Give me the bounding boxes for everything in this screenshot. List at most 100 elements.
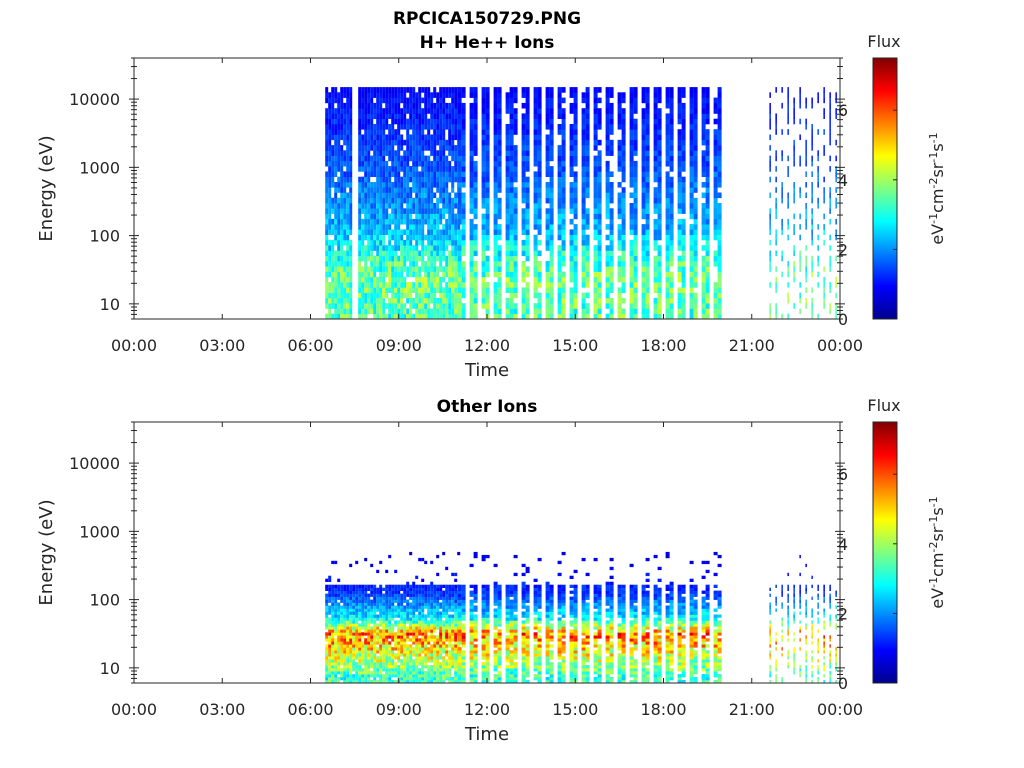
flux-cell: [533, 224, 538, 230]
flux-cell: [445, 118, 449, 125]
flux-cell: [473, 171, 478, 177]
flux-cell: [337, 139, 341, 146]
flux-cell: [493, 255, 498, 262]
flux-cell: [439, 192, 443, 199]
flux-cell: [406, 590, 410, 594]
flux-cell: [325, 650, 329, 654]
flux-cell: [645, 113, 650, 119]
flux-cell: [689, 203, 694, 209]
flux-cell: [334, 644, 338, 648]
flux-cell: [391, 611, 395, 615]
flux-cell: [367, 145, 371, 151]
flux-cell: [388, 287, 392, 293]
flux-cell: [382, 313, 386, 320]
flux-cell: [343, 617, 347, 621]
flux-cell: [334, 596, 338, 600]
flux-cell: [340, 617, 344, 621]
flux-cell: [415, 118, 419, 125]
flux-cell: [334, 650, 338, 654]
flux-cell: [641, 197, 646, 204]
flux-cell: [334, 166, 338, 172]
flux-cell: [331, 638, 335, 642]
flux-cell: [633, 313, 638, 320]
flux-cell: [705, 92, 710, 98]
flux-cell: [629, 203, 634, 209]
flux-cell: [337, 145, 341, 151]
flux-cell: [835, 176, 837, 183]
flux-cell: [497, 282, 502, 288]
flux-cell: [388, 124, 392, 130]
flux-cell: [346, 266, 350, 272]
flux-cell: [645, 239, 650, 246]
flux-cell: [385, 160, 389, 167]
flux-cell: [415, 213, 419, 220]
flux-cell: [379, 629, 383, 633]
flux-cell: [485, 261, 490, 267]
flux-cell: [513, 245, 518, 251]
flux-cell: [376, 97, 380, 104]
flux-cell: [397, 605, 401, 609]
flux-cell: [493, 297, 498, 304]
flux-cell: [385, 587, 389, 591]
flux-cell: [561, 245, 566, 251]
flux-cell: [561, 182, 566, 188]
flux-cell: [461, 292, 466, 299]
flux-cell: [533, 145, 538, 151]
flux-cell: [385, 617, 389, 621]
flux-cell: [585, 134, 590, 141]
flux-cell: [334, 224, 338, 230]
flux-cell: [388, 629, 392, 633]
flux-cell: [677, 313, 682, 320]
flux-cell: [358, 97, 362, 104]
flux-cell: [427, 139, 431, 146]
flux-cell: [585, 239, 590, 246]
flux-cell: [403, 102, 407, 109]
flux-cell: [533, 87, 538, 93]
flux-cell: [793, 113, 795, 119]
flux-cell: [343, 635, 347, 639]
flux-cell: [677, 92, 682, 98]
flux-cell: [406, 197, 410, 204]
flux-cell: [633, 87, 638, 93]
flux-cell: [409, 551, 413, 556]
flux-cell: [394, 614, 398, 618]
flux-cell: [382, 118, 386, 125]
flux-cell: [388, 276, 392, 283]
flux-cell: [328, 92, 332, 98]
flux-cell: [436, 229, 440, 235]
flux-cell: [346, 203, 350, 209]
flux-cell: [403, 139, 407, 146]
flux-cell: [493, 113, 498, 119]
flux-cell: [337, 292, 341, 299]
flux-cell: [473, 292, 478, 299]
flux-cell: [370, 108, 374, 114]
flux-cell: [817, 234, 819, 241]
flux-cell: [681, 92, 686, 98]
flux-cell: [376, 297, 380, 304]
flux-cell: [451, 276, 455, 283]
flux-cell: [545, 187, 550, 193]
flux-cell: [557, 182, 562, 188]
flux-cell: [617, 245, 622, 251]
flux-cell: [693, 250, 698, 257]
flux-cell: [421, 155, 425, 162]
flux-cell: [367, 308, 371, 315]
flux-cell: [497, 145, 502, 151]
flux-cell: [481, 166, 486, 172]
flux-cell: [334, 668, 338, 672]
flux-cell: [633, 250, 638, 257]
flux-cell: [457, 239, 462, 246]
flux-cell: [677, 308, 682, 315]
h-he-ions-panel: H+ He++ Ions 00:00 03:00 06:00 09:00 12:00 15…: [36, 32, 947, 381]
flux-cell: [657, 313, 662, 320]
flux-cell: [454, 118, 458, 125]
flux-cell: [361, 614, 365, 618]
flux-cell: [397, 647, 401, 651]
flux-cell: [343, 150, 347, 156]
flux-cell: [505, 203, 510, 209]
flux-cell: [461, 160, 466, 167]
flux-cell: [400, 297, 404, 304]
flux-cell: [641, 182, 646, 188]
flux-cell: [693, 113, 698, 119]
flux-cell: [835, 218, 837, 225]
